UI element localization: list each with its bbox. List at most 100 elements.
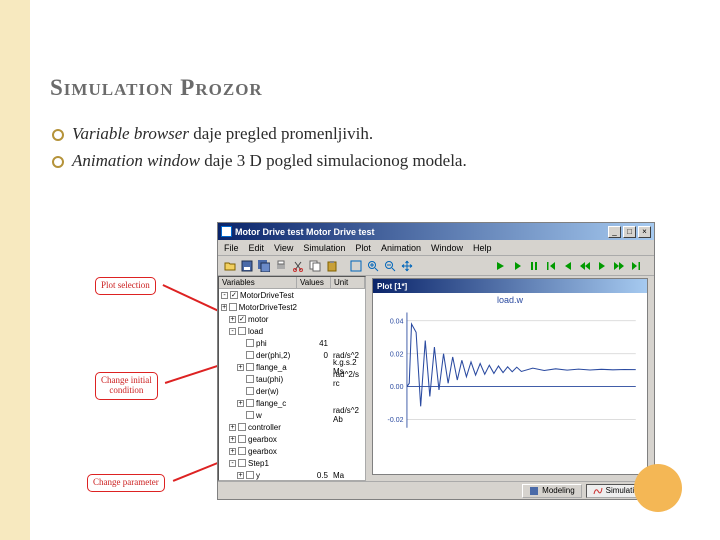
menu-simulation[interactable]: Simulation — [303, 243, 345, 253]
row-checkbox[interactable] — [238, 447, 246, 455]
menu-help[interactable]: Help — [473, 243, 492, 253]
row-value[interactable]: 41 — [297, 339, 331, 348]
svg-text:-0.02: -0.02 — [388, 417, 404, 424]
menu-file[interactable]: File — [224, 243, 239, 253]
run-icon[interactable] — [492, 258, 508, 274]
row-checkbox[interactable] — [246, 363, 254, 371]
table-row[interactable]: phi41 — [219, 337, 365, 349]
table-row[interactable]: +gearbox — [219, 445, 365, 457]
copy-icon[interactable] — [307, 258, 323, 274]
table-row[interactable]: +MotorDriveTest2 — [219, 301, 365, 313]
callouts: Plot selection Change initial condition … — [95, 222, 217, 502]
tree-twist-icon[interactable]: + — [229, 316, 236, 323]
row-checkbox[interactable] — [246, 387, 254, 395]
rewind-start-icon[interactable] — [543, 258, 559, 274]
tree-twist-icon[interactable]: + — [229, 436, 236, 443]
row-checkbox[interactable] — [238, 459, 246, 467]
row-unit: rad^2/s rc — [331, 370, 365, 388]
pan-icon[interactable] — [399, 258, 415, 274]
row-checkbox[interactable] — [246, 339, 254, 347]
variable-browser[interactable]: Variables Values Unit - MotorDriveTest+Mo… — [218, 276, 366, 481]
row-label: der(w) — [256, 387, 279, 396]
table-row[interactable]: wrad/s^2 Ab — [219, 409, 365, 421]
tree-twist-icon[interactable]: + — [229, 424, 236, 431]
svg-text:0.02: 0.02 — [390, 351, 404, 358]
maximize-button[interactable]: □ — [623, 226, 636, 238]
row-checkbox[interactable] — [230, 291, 238, 299]
tree-twist-icon[interactable]: + — [229, 448, 236, 455]
row-checkbox[interactable] — [246, 375, 254, 383]
variable-browser-header: Variables Values Unit — [219, 277, 365, 289]
row-value[interactable]: 0.5 — [297, 471, 331, 480]
table-row[interactable]: -Step1 — [219, 457, 365, 469]
table-row[interactable]: - MotorDriveTest — [219, 289, 365, 301]
zoom-fit-icon[interactable] — [348, 258, 364, 274]
row-checkbox[interactable] — [238, 315, 246, 323]
pause-icon[interactable] — [526, 258, 542, 274]
zoom-in-icon[interactable] — [365, 258, 381, 274]
slide: SIMULATION PROZOR Variable browser daje … — [50, 75, 690, 177]
bullet-text: daje pregled promenljivih. — [189, 124, 373, 143]
menu-edit[interactable]: Edit — [249, 243, 265, 253]
table-row[interactable]: tau(phi) rad^2/s rc — [219, 373, 365, 385]
row-checkbox[interactable] — [229, 303, 236, 311]
row-label: gearbox — [248, 435, 277, 444]
table-row[interactable]: +motor — [219, 313, 365, 325]
menubar: File Edit View Simulation Plot Animation… — [218, 240, 654, 256]
table-row[interactable]: -load — [219, 325, 365, 337]
row-label: der(phi,2) — [256, 351, 290, 360]
open-icon[interactable] — [222, 258, 238, 274]
row-checkbox[interactable] — [246, 351, 254, 359]
row-label: tau(phi) — [256, 375, 283, 384]
plot-window: Plot [1*] load.w -0.020.000.020.04 — [372, 278, 648, 475]
titlebar: Motor Drive test Motor Drive test _ □ × — [218, 223, 654, 240]
callout-change-initial: Change initial condition — [95, 372, 158, 400]
play-icon[interactable] — [509, 258, 525, 274]
menu-plot[interactable]: Plot — [355, 243, 371, 253]
plot-area: Plot [1*] load.w -0.020.000.020.04 — [366, 276, 654, 481]
svg-text:0.00: 0.00 — [390, 384, 404, 391]
fast-fwd-icon[interactable] — [611, 258, 627, 274]
tab-modeling[interactable]: Modeling — [522, 484, 581, 498]
row-label: flange_a — [256, 363, 287, 372]
tree-twist-icon[interactable]: + — [237, 472, 244, 479]
toolbar-group-view — [348, 258, 415, 274]
fast-back-icon[interactable] — [577, 258, 593, 274]
col-values[interactable]: Values — [297, 277, 331, 288]
paste-icon[interactable] — [324, 258, 340, 274]
tree-twist-icon[interactable]: - — [221, 292, 228, 299]
row-value[interactable]: 0 — [297, 351, 331, 360]
row-checkbox[interactable] — [238, 423, 246, 431]
menu-window[interactable]: Window — [431, 243, 463, 253]
fwd-end-icon[interactable] — [628, 258, 644, 274]
tree-twist-icon[interactable]: - — [229, 328, 236, 335]
callout-plot-selection: Plot selection — [95, 277, 156, 295]
table-row[interactable]: +y0.5Ma — [219, 469, 365, 481]
cut-icon[interactable] — [290, 258, 306, 274]
close-button[interactable]: × — [638, 226, 651, 238]
callout-change-parameter: Change parameter — [87, 474, 165, 492]
tree-twist-icon[interactable]: + — [237, 364, 244, 371]
tree-twist-icon[interactable]: - — [229, 460, 236, 467]
menu-view[interactable]: View — [274, 243, 293, 253]
table-row[interactable]: + gearbox — [219, 433, 365, 445]
step-back-icon[interactable] — [560, 258, 576, 274]
row-checkbox[interactable] — [246, 399, 254, 407]
row-checkbox[interactable] — [238, 435, 246, 443]
zoom-out-icon[interactable] — [382, 258, 398, 274]
tree-twist-icon[interactable]: + — [221, 304, 227, 311]
row-checkbox[interactable] — [246, 411, 254, 419]
row-checkbox[interactable] — [238, 327, 246, 335]
row-label: MotorDriveTest — [240, 291, 294, 300]
save-all-icon[interactable] — [256, 258, 272, 274]
plot-tab-title: Plot [1*] — [377, 282, 407, 291]
col-variables[interactable]: Variables — [219, 277, 297, 288]
menu-animation[interactable]: Animation — [381, 243, 421, 253]
tree-twist-icon[interactable]: + — [237, 400, 244, 407]
save-icon[interactable] — [239, 258, 255, 274]
minimize-button[interactable]: _ — [608, 226, 621, 238]
col-unit[interactable]: Unit — [331, 277, 365, 288]
print-icon[interactable] — [273, 258, 289, 274]
row-checkbox[interactable] — [246, 471, 254, 479]
step-fwd-icon[interactable] — [594, 258, 610, 274]
